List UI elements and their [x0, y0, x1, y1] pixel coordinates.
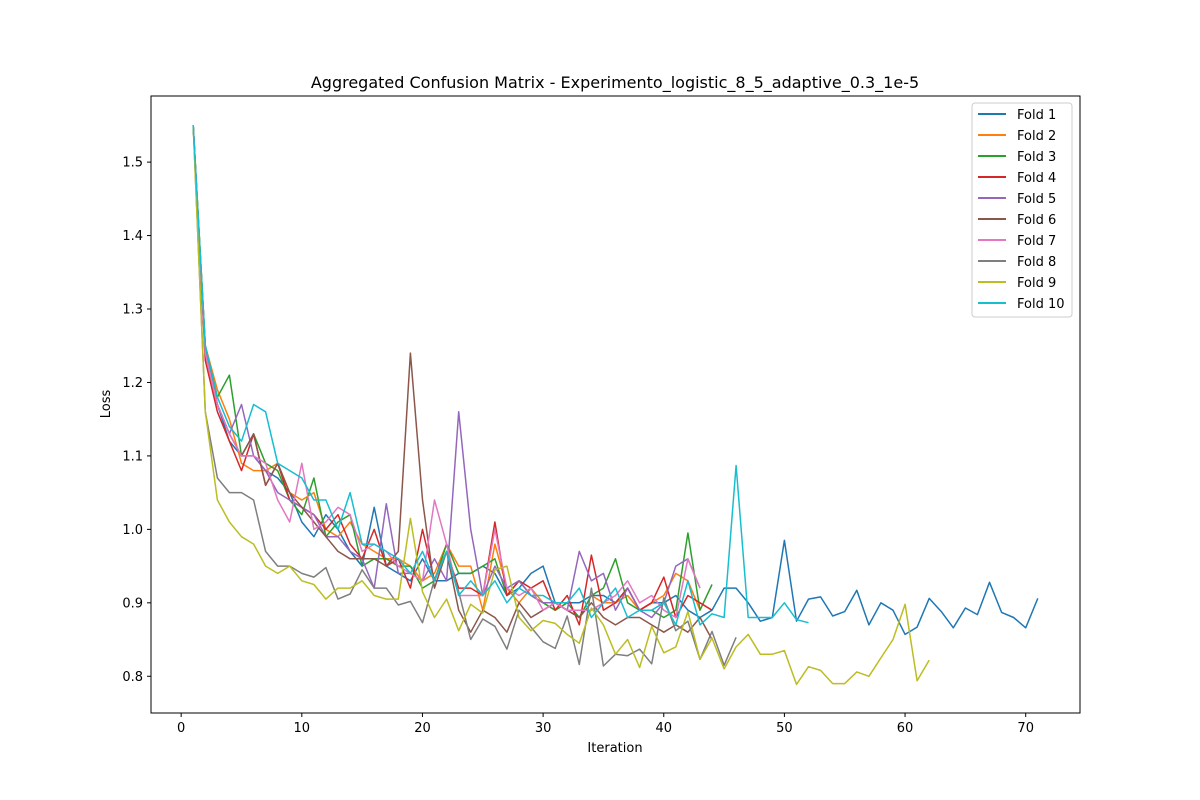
legend-label-fold-8: Fold 8 — [1017, 255, 1056, 270]
legend-label-fold-1: Fold 1 — [1017, 108, 1056, 123]
series-line-fold-3 — [192, 125, 713, 619]
y-tick-label: 1.1 — [122, 449, 143, 464]
series-line-fold-7 — [192, 125, 701, 619]
x-tick-label: 40 — [655, 721, 672, 736]
legend-label-fold-5: Fold 5 — [1017, 192, 1056, 207]
x-tick-label: 70 — [1017, 721, 1034, 736]
legend-label-fold-4: Fold 4 — [1017, 171, 1056, 186]
legend: Fold 1 Fold 2 Fold 3 Fold 4 Fold 5 Fold 6 Fold… — [971, 102, 1073, 318]
chart-title: Aggregated Confusion Matrix - Experiment… — [311, 73, 919, 93]
y-tick-label: 1.5 — [122, 156, 143, 171]
legend-label-fold-2: Fold 2 — [1017, 129, 1056, 144]
plot-frame — [150, 95, 1081, 714]
series-line-fold-8 — [192, 125, 737, 667]
y-tick-label: 1.4 — [122, 229, 143, 244]
legend-label-fold-6: Fold 6 — [1017, 213, 1056, 228]
series-layer — [192, 125, 1039, 686]
y-tick-label: 0.8 — [122, 670, 143, 685]
y-tick-label: 1.0 — [122, 523, 143, 538]
series-line-fold-10 — [192, 125, 809, 626]
x-tick-label: 30 — [535, 721, 552, 736]
x-tick-label: 60 — [897, 721, 914, 736]
legend-label-fold-3: Fold 3 — [1017, 150, 1056, 165]
legend-label-fold-10: Fold 10 — [1017, 297, 1065, 312]
y-axis-ticks: 0.8 0.9 1.0 1.1 1.2 1.3 1.4 1.5 — [122, 156, 151, 685]
x-axis-label: Iteration — [587, 741, 642, 756]
plot-background — [151, 96, 1080, 713]
x-axis-ticks: 0 10 20 30 40 50 60 70 — [177, 713, 1034, 736]
x-tick-label: 10 — [294, 721, 311, 736]
series-line-fold-6 — [192, 125, 713, 640]
x-tick-label: 20 — [414, 721, 431, 736]
series-line-fold-9 — [192, 125, 930, 686]
x-tick-label: 50 — [776, 721, 793, 736]
y-tick-label: 1.3 — [122, 303, 143, 318]
y-axis-label: Loss — [99, 390, 114, 419]
legend-items: Fold 1 Fold 2 Fold 3 Fold 4 Fold 5 Fold 6 Fold… — [978, 108, 1065, 312]
y-tick-label: 0.9 — [122, 596, 143, 611]
series-line-fold-5 — [192, 125, 701, 619]
legend-label-fold-9: Fold 9 — [1017, 276, 1056, 291]
plot-area — [150, 95, 1081, 714]
y-tick-label: 1.2 — [122, 376, 143, 391]
legend-label-fold-7: Fold 7 — [1017, 234, 1056, 249]
x-tick-label: 0 — [177, 721, 185, 736]
